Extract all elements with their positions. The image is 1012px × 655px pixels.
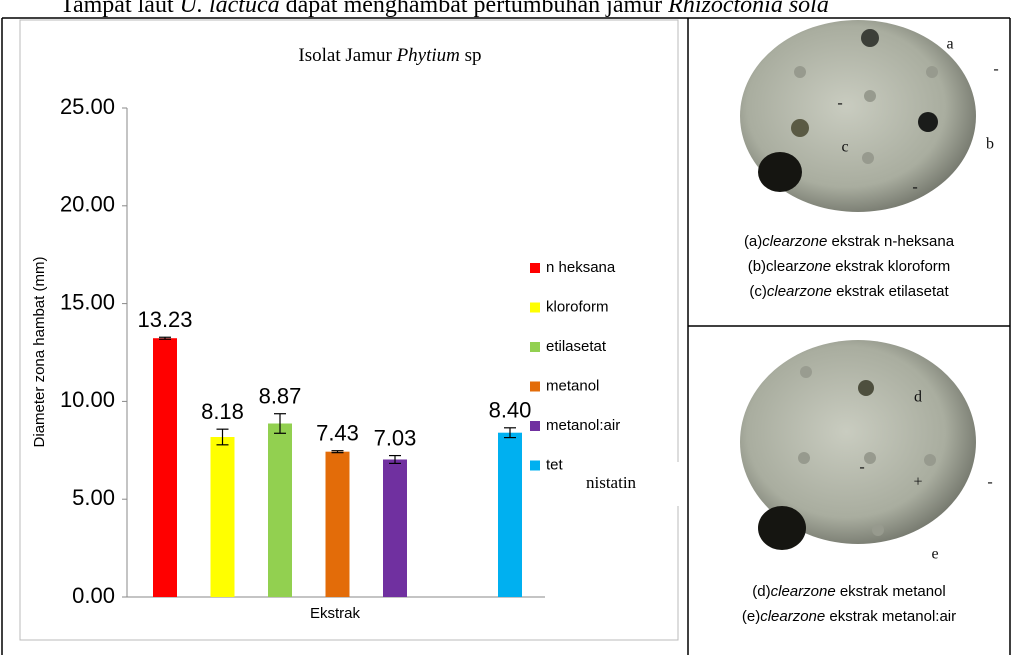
page: Tampat laut U. lactuca dapat menghambat … [0,0,1012,655]
photo-mark: - [912,179,917,196]
bar [326,452,350,597]
caption-part: ekstrak metanol:air [825,608,956,625]
photo-mark: b [986,136,994,153]
petri-photo [740,20,976,212]
photo-mark: - [859,459,864,476]
data-label: 8.18 [201,399,244,424]
caption-part: (e) [742,608,760,625]
caption: (c)clearzone ekstrak etilasetat [749,283,949,300]
data-label: 7.03 [374,425,417,450]
caption-part: clearzone [771,583,836,600]
legend-swatch [530,461,540,471]
photo-mark: d [914,389,922,406]
document: Tampat laut U. lactuca dapat menghambat … [0,0,1012,655]
caption: (d)clearzone ekstrak metanol [752,583,945,600]
caption-part: clearzone [760,608,825,625]
y-tick-label: 15.00 [60,289,115,314]
y-axis-label: Diameter zona hambat (mm) [31,257,48,448]
caption: (a)clearzone ekstrak n-heksana [744,233,955,250]
photo-mark: - [837,95,842,112]
photo-mark: - [993,61,998,78]
photo-mark: - [987,474,992,491]
header-text: Tampat laut U. lactuca dapat menghambat … [60,0,829,18]
photo-mark: e [931,546,938,563]
caption-part: ekstrak etilasetat [832,283,950,300]
y-tick-label: 0.00 [72,583,115,608]
legend-swatch [530,303,540,313]
caption-part: (d) [752,583,770,600]
bar [211,437,235,597]
legend-swatch [530,342,540,352]
caption: (b)clearzone ekstrak kloroform [748,258,951,275]
photo-mark: a [946,36,953,53]
photo-mark: + [913,474,922,491]
bar [268,424,292,597]
legend-label: tet [546,456,564,473]
petri-photo [740,340,976,550]
caption-part: clearzone [767,283,832,300]
data-label: 8.40 [489,398,532,423]
caption-part: zone [798,258,832,275]
legend-swatch [530,263,540,273]
legend-label: n heksana [546,259,616,276]
chart-title: Isolat Jamur Phytium sp [298,45,481,66]
caption: (e)clearzone ekstrak metanol:air [742,608,956,625]
y-tick-label: 20.00 [60,192,115,217]
caption-part: (c) [749,283,767,300]
caption-part: clearzone [762,233,827,250]
caption-part: (a) [744,233,762,250]
bar [498,433,522,597]
legend-label: metanol [546,377,599,394]
annotation: nistatin [586,473,637,492]
legend-swatch [530,421,540,431]
data-label: 13.23 [137,307,192,332]
caption-part: (b)clear [748,258,799,275]
data-label: 7.43 [316,421,359,446]
y-tick-label: 10.00 [60,387,115,412]
caption-part: ekstrak kloroform [831,258,950,275]
caption-part: ekstrak n-heksana [827,233,954,250]
bar [383,459,407,597]
bar [153,338,177,597]
caption-part: ekstrak metanol [836,583,946,600]
legend-label: etilasetat [546,338,607,355]
legend-swatch [530,382,540,392]
legend-label: metanol:air [546,417,620,434]
y-tick-label: 25.00 [60,94,115,119]
x-axis-label: Ekstrak [310,605,361,622]
photo-mark: c [841,139,848,156]
data-label: 8.87 [259,384,302,409]
legend-label: kloroform [546,298,609,315]
y-tick-label: 5.00 [72,485,115,510]
